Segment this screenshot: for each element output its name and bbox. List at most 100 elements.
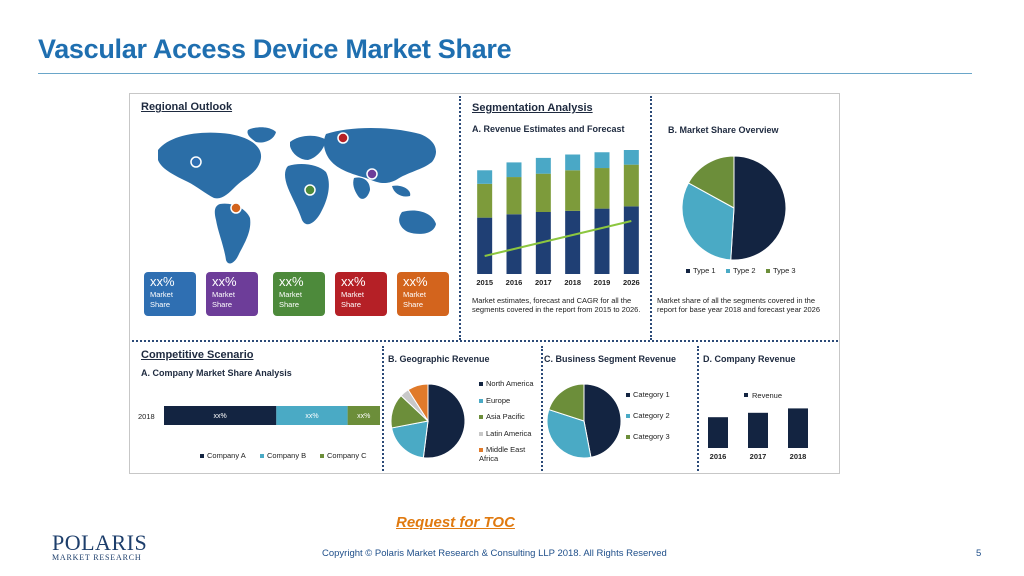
pie-slice-type-2 — [681, 182, 735, 260]
legend-swatch — [479, 431, 483, 436]
region-card-label: Market Share — [150, 290, 173, 309]
pie-slice-category-2 — [546, 408, 592, 459]
region-card-label: Market Share — [341, 290, 364, 309]
legend-label: Revenue — [752, 391, 782, 400]
legend-swatch — [320, 454, 324, 459]
world-map — [158, 127, 436, 264]
x-tick-label: 2016 — [710, 452, 727, 461]
company-revenue-chart: Revenue 2016 2017 2018 — [708, 391, 808, 461]
x-tick-label: 2018 — [564, 278, 581, 287]
divider-v3 — [382, 346, 384, 471]
region-card-3: xx% Market Share — [273, 272, 325, 316]
geographic-revenue-pie — [390, 383, 466, 459]
region-card-pct: xx% — [150, 274, 175, 289]
bar-company-a — [164, 406, 277, 425]
geographic-revenue-title: B. Geographic Revenue — [388, 354, 490, 364]
page-number: 5 — [976, 548, 982, 559]
bar-2026-s3 — [623, 150, 639, 165]
legend-swatch — [626, 414, 630, 419]
legend-swatch — [626, 435, 630, 440]
legend-item: Category 2 — [626, 411, 696, 420]
trend-line — [484, 220, 632, 257]
map-pins — [190, 132, 378, 214]
company-revenue-title: D. Company Revenue — [703, 354, 796, 364]
segmentation-title: Segmentation Analysis — [472, 102, 593, 114]
market-share-title: B. Market Share Overview — [668, 125, 779, 135]
bar-2016-s1 — [506, 214, 522, 274]
bar-2018-s2 — [565, 170, 581, 211]
region-card-label: Market Share — [403, 290, 426, 309]
legend-item: Company A — [200, 451, 246, 460]
x-tick-label: 2016 — [506, 278, 523, 287]
bar-2015-s3 — [477, 170, 493, 184]
legend-item: Company C — [320, 451, 367, 460]
pie-slice-type-3 — [687, 156, 735, 209]
legend-item: Latin America — [479, 429, 543, 438]
legend-item: Company B — [260, 451, 306, 460]
bar-2016-s2 — [506, 177, 522, 215]
business-segment-pie — [546, 383, 622, 459]
legend-swatch — [766, 269, 770, 274]
bar-2018 — [788, 408, 808, 448]
legend-item: Europe — [479, 396, 543, 405]
bar-2018-s1 — [565, 210, 581, 274]
bar-value-label: xx% — [214, 413, 227, 420]
region-card-pct: xx% — [279, 274, 304, 289]
divider-v5 — [697, 346, 699, 471]
region-card-pct: xx% — [212, 274, 237, 289]
bar-2017-s3 — [535, 157, 551, 174]
legend-swatch — [200, 454, 204, 459]
market-share-legend: Type 1 Type 2 Type 3 — [686, 266, 846, 278]
legend-swatch — [479, 415, 483, 420]
x-tick-label: 2019 — [594, 278, 611, 287]
region-card-pct: xx% — [403, 274, 428, 289]
company-share-legend: Company A Company B Company C — [200, 451, 380, 463]
legend-item: Category 1 — [626, 390, 696, 399]
legend-item: Asia Pacific — [479, 412, 543, 421]
legend-swatch — [686, 269, 690, 274]
region-card-2: xx% Market Share — [206, 272, 258, 316]
x-tick-label: 2015 — [476, 278, 493, 287]
bar-value-label: xx% — [357, 413, 370, 420]
geographic-revenue-legend: North America Europe Asia Pacific Latin Ame… — [479, 379, 543, 469]
divider-v1 — [459, 96, 461, 340]
bar-2015-s1 — [477, 217, 493, 274]
bar-2026-s2 — [623, 164, 639, 207]
revenue-forecast-title: A. Revenue Estimates and Forecast — [472, 124, 625, 134]
company-share-title: A. Company Market Share Analysis — [141, 368, 292, 378]
pie-slice-category-1 — [583, 383, 622, 458]
bar-2017 — [748, 412, 768, 448]
page-title: Vascular Access Device Market Share — [38, 34, 512, 64]
pie-slice-type-1 — [730, 156, 787, 260]
x-tick-label: 2018 — [790, 452, 807, 461]
divider-v4 — [541, 346, 543, 471]
legend-item: Type 1 — [686, 266, 716, 275]
divider-h — [132, 340, 838, 342]
bar-company-b — [276, 406, 348, 425]
pie-slice-middle-east-africa — [407, 383, 429, 423]
business-segment-title: C. Business Segment Revenue — [544, 354, 677, 364]
infographic-panel: Regional Outlook xx% — [129, 93, 840, 474]
bar-value-label: xx% — [305, 413, 318, 420]
bar-2018-s3 — [565, 154, 581, 171]
y-tick-label: 2018 — [138, 412, 155, 421]
legend-item: Category 3 — [626, 432, 696, 441]
region-card-label: Market Share — [279, 290, 302, 309]
bar-2015-s2 — [477, 183, 493, 218]
title-divider — [38, 73, 972, 74]
bar-2019-s1 — [594, 208, 610, 274]
x-tick-label: 2026 — [623, 278, 640, 287]
revenue-forecast-chart: 2015 2016 2017 2018 2019 2026 — [476, 150, 640, 287]
x-tick-label: 2017 — [750, 452, 767, 461]
request-toc-link[interactable]: Request for TOC — [396, 514, 515, 531]
bar-2016 — [708, 417, 728, 448]
competitive-title: Competitive Scenario — [141, 349, 254, 361]
legend-item: Type 2 — [726, 266, 756, 275]
legend-item: North America — [479, 379, 543, 388]
bar-2017-s2 — [535, 173, 551, 212]
bar-2019-s2 — [594, 168, 610, 209]
region-card-5: xx% Market Share — [397, 272, 449, 316]
legend-swatch — [726, 269, 730, 274]
legend-item: Type 3 — [766, 266, 796, 275]
